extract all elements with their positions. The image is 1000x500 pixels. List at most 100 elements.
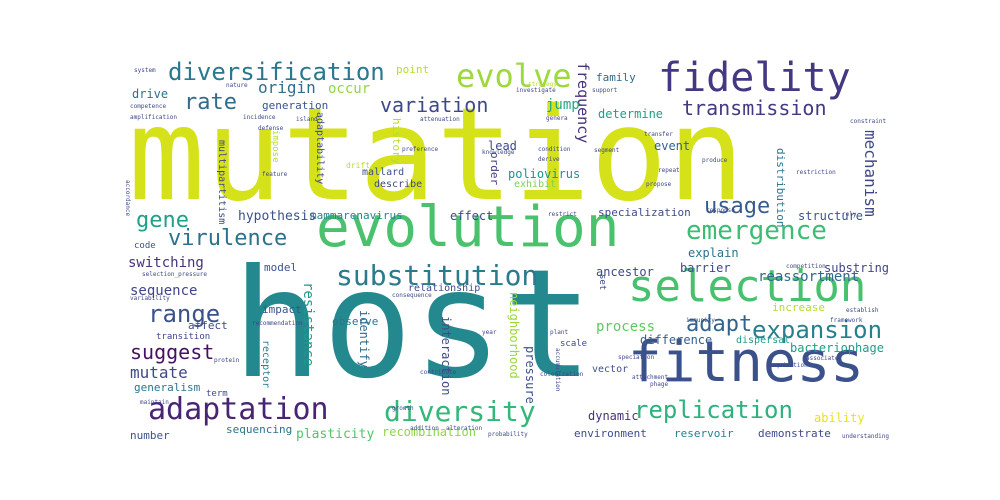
word-knowledge: knowledge (482, 149, 515, 156)
word-dynamic: dynamic (588, 409, 639, 423)
word-reassortment: reassortment (758, 269, 860, 285)
word-substitution: substitution (336, 259, 539, 292)
word-jump: jump (546, 97, 580, 113)
word-environment: environment (574, 427, 647, 440)
word-produce: produce (702, 157, 728, 164)
word-probability: probability (488, 431, 528, 438)
word-mallard: mallard (362, 167, 405, 178)
word-restrict: restrict (548, 211, 577, 218)
word-sequencing: sequencing (226, 423, 293, 436)
word-accordance: accordance (124, 180, 131, 217)
word-replication: replication (634, 396, 793, 424)
word-acquisition: acquisition (768, 362, 808, 369)
word-framework: framework (830, 317, 863, 324)
word-determine: determine (598, 107, 664, 121)
word-affect: affect (188, 319, 228, 332)
word-term: term (206, 389, 228, 399)
word-virulence: virulence (168, 226, 288, 251)
word-transition: transition (156, 332, 211, 342)
word-hypothesis: hypothesis (238, 209, 317, 224)
word-interaction: interaction (439, 316, 453, 396)
word-addition: addition (410, 425, 439, 432)
word-competence: competence (130, 103, 167, 110)
word-plant: plant (550, 329, 569, 336)
word-event: event (654, 139, 691, 153)
word-generalism: generalism (134, 381, 201, 394)
word-drive: drive (132, 87, 169, 101)
word-relationship: relationship (408, 283, 481, 294)
word-diversity: diversity (384, 395, 536, 428)
word-origin: origin (258, 78, 316, 97)
word-reservoir: reservoir (674, 427, 734, 440)
word-adaptation: adaptation (148, 392, 329, 427)
word-pressure: pressure (523, 346, 537, 404)
word-constraint: constraint (850, 118, 887, 125)
word-ancestor: ancestor (596, 265, 654, 279)
word-repeat: repeat (658, 167, 680, 174)
word-barrier: barrier (680, 261, 731, 275)
word-increase: increase (772, 301, 825, 314)
word-response: response (706, 207, 735, 214)
word-rely: rely (842, 211, 857, 218)
word-gene: gene (136, 208, 189, 233)
word-investigate: investigate (516, 87, 556, 94)
word-resistance: resistance (300, 282, 316, 367)
word-diversification: diversification (168, 58, 385, 86)
word-order: order (488, 152, 501, 186)
word-dispersal: dispersal (736, 335, 791, 346)
word-understanding: understanding (842, 433, 889, 440)
word-exhibit: exhibit (514, 179, 557, 190)
word-neighborhood: neighborhood (507, 292, 521, 379)
word-plasticity: plasticity (296, 427, 375, 442)
word-point: point (396, 63, 430, 76)
word-effect: effect (450, 209, 494, 223)
word-segment: segment (594, 147, 620, 154)
word-history: history (390, 118, 403, 165)
word-bacteriophage: bacteriophage (790, 341, 884, 355)
word-usage: usage (704, 194, 771, 219)
word-feature: feature (262, 171, 288, 178)
word-model: model (264, 261, 298, 274)
word-selection-pressure: selection_pressure (142, 271, 208, 278)
word-speciation: speciation (618, 354, 655, 361)
word-defense: defense (258, 125, 284, 132)
word-suggest: suggest (130, 340, 215, 364)
word-fidelity: fidelity (658, 55, 851, 101)
word-observe: observe (332, 315, 379, 328)
word-emergence: emergence (686, 216, 827, 246)
word-selection: selection (628, 261, 867, 312)
word-maintain: maintain (140, 399, 169, 406)
word-receptor: receptor (260, 340, 271, 389)
word-consequence: consequence (392, 292, 432, 299)
word-restriction: restriction (796, 169, 836, 176)
word-phage: phage (650, 381, 669, 388)
word-mutation: mutation (128, 81, 745, 230)
word-fitness: fitness (628, 330, 865, 395)
word-condition: condition (538, 146, 571, 153)
word-distribution: distribution (774, 148, 787, 228)
word-variation: variation (380, 93, 489, 117)
word-scale: scale (560, 339, 588, 349)
word-evolve: evolve (456, 57, 572, 95)
word-impact: impact (262, 303, 302, 316)
word-island: island (296, 116, 318, 123)
word-transmission: transmission (682, 96, 827, 120)
word-expansion: expansion (752, 316, 883, 344)
word-establish: establish (846, 307, 879, 314)
word-growth: growth (392, 405, 414, 412)
word-system: system (134, 67, 156, 74)
word-lead: lead (488, 139, 517, 153)
word-derive: derive (538, 156, 560, 163)
word-contribute: contribute (420, 369, 457, 376)
word-mutate: mutate (130, 363, 188, 382)
word-identify: identify (357, 310, 371, 368)
word-recombination: recombination (382, 425, 476, 439)
word-demonstrate: demonstrate (758, 427, 831, 440)
word-explain: explain (688, 246, 739, 260)
word-strategy: strategy (528, 81, 557, 88)
word-structure: structure (798, 209, 864, 223)
word-alteration: alteration (446, 425, 483, 432)
word-process: process (596, 319, 656, 335)
word-mammarenavirus: mammarenavirus (310, 209, 403, 222)
